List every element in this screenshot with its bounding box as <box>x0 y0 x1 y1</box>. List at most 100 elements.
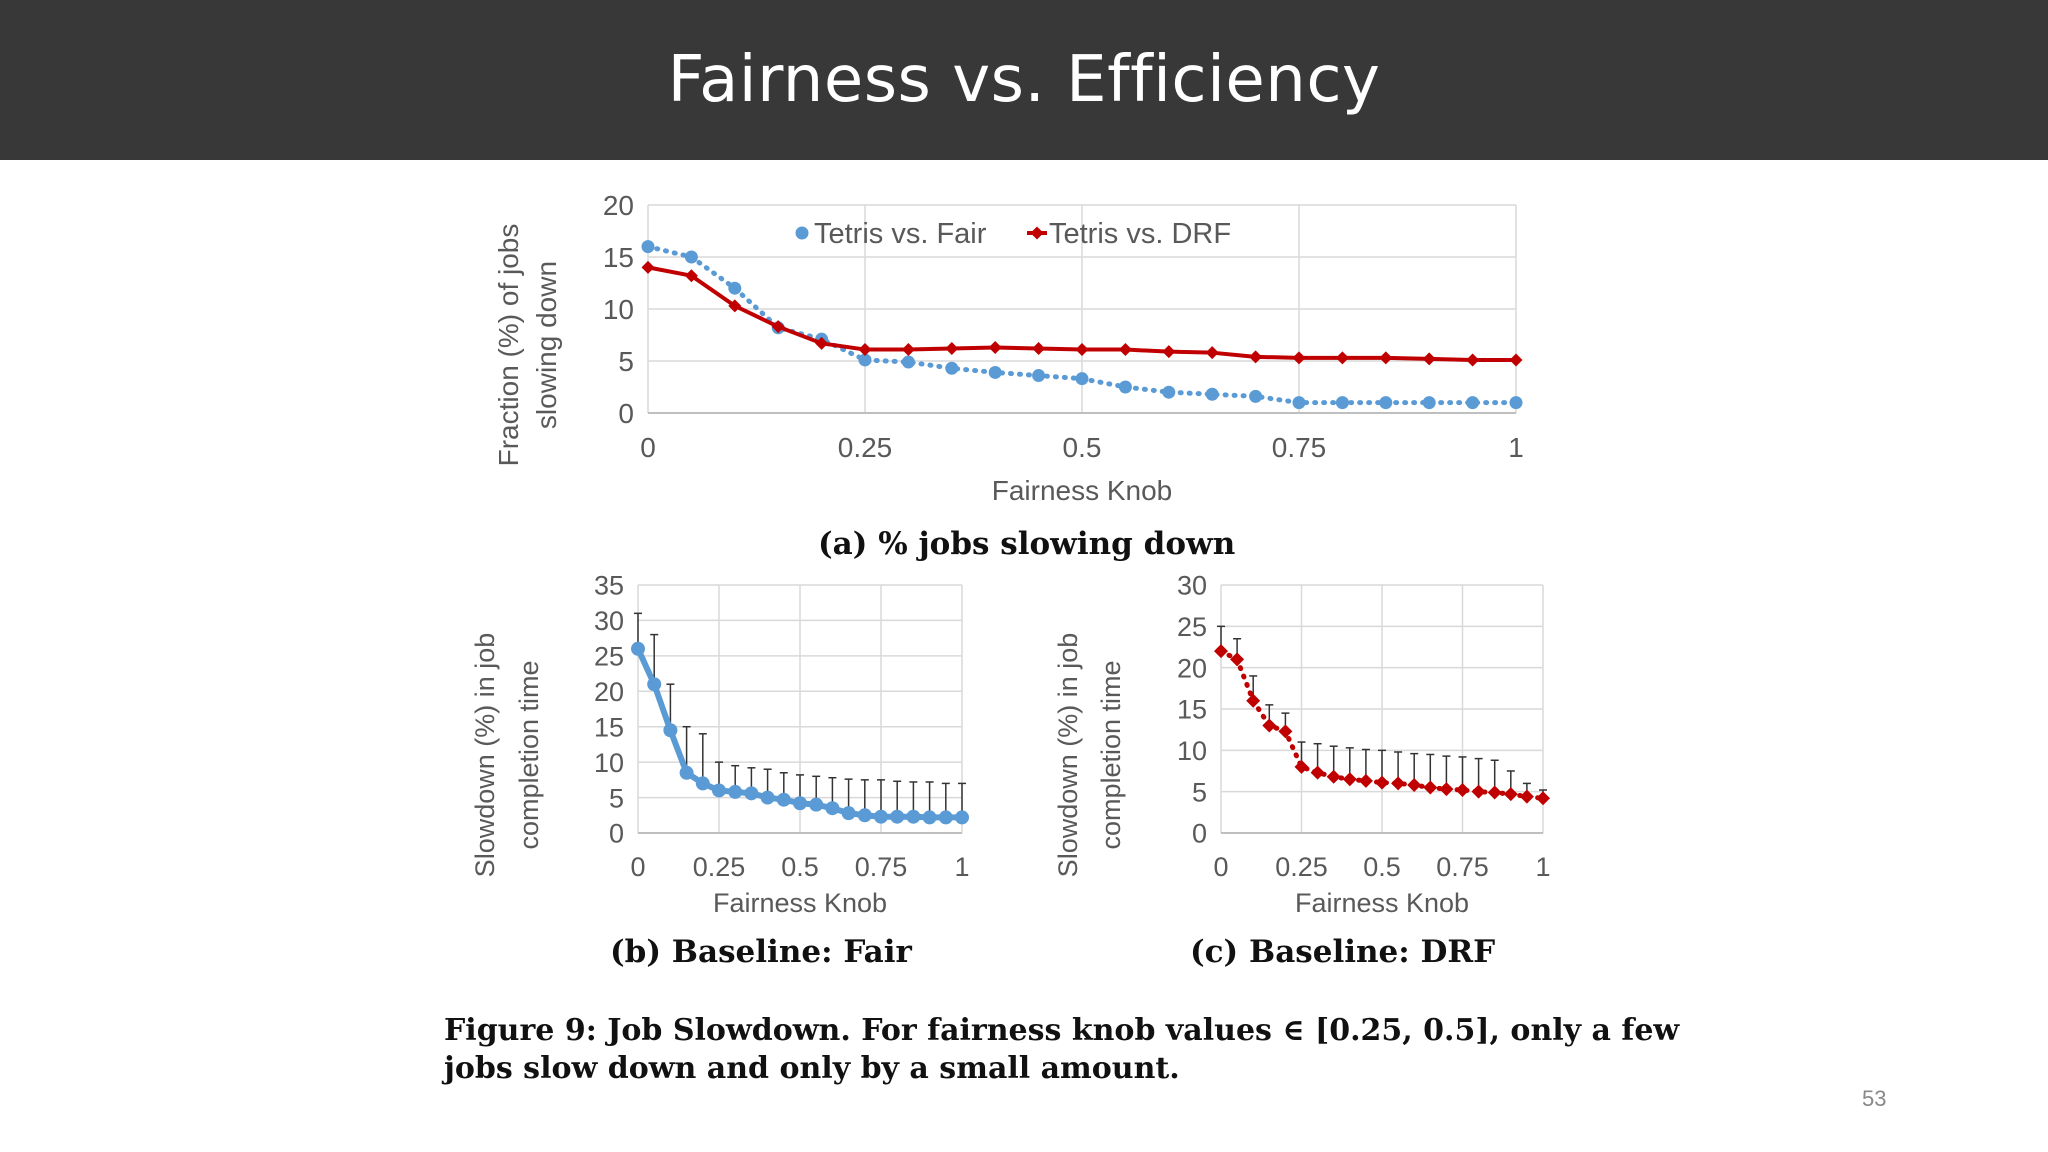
chart-a-ytick-label: 5 <box>618 346 634 377</box>
chart-c-ytick-label: 30 <box>1177 571 1207 601</box>
legend-label-drf: Tetris vs. DRF <box>1049 218 1231 250</box>
chart-c: 0 5 10 15 20 25 30 0 0.25 0.5 0.75 1 Fairness Knob Sl… <box>1053 571 1551 918</box>
slide-title: Fairness vs. Efficiency <box>667 43 1381 117</box>
chart-a-point <box>1075 343 1089 357</box>
chart-b-point <box>955 810 969 825</box>
chart-c-point <box>1471 784 1486 799</box>
chart-a-xtick-label: 0.25 <box>838 432 893 463</box>
chart-a-point <box>1379 351 1393 365</box>
chart-a-xtick-label: 0 <box>640 432 656 463</box>
chart-c-y-axis-label: Slowdown (%) in job <box>1053 633 1083 878</box>
chart-c-caption: (c) Baseline: DRF <box>1190 934 1496 970</box>
legend-marker-drf <box>1030 226 1044 240</box>
chart-b-xtick-label: 1 <box>954 852 969 882</box>
chart-c-point <box>1519 789 1534 804</box>
chart-c-point <box>1278 724 1293 739</box>
chart-a-point <box>1379 396 1393 410</box>
chart-b-point <box>922 810 937 825</box>
chart-b-x-axis-label: Fairness Knob <box>713 888 887 918</box>
chart-b-point <box>938 810 953 825</box>
chart-b-point <box>760 790 775 805</box>
chart-b-point <box>906 809 921 824</box>
chart-c-point <box>1230 652 1245 667</box>
chart-c-xtick-label: 0.25 <box>1275 852 1328 882</box>
chart-c-point <box>1503 787 1518 802</box>
chart-a-point <box>1118 343 1132 357</box>
chart-c-point <box>1326 769 1341 784</box>
chart-a-point <box>1249 389 1263 403</box>
chart-b-point <box>744 786 759 801</box>
chart-c-ytick-label: 20 <box>1177 653 1207 683</box>
chart-a-x-axis-label: Fairness Knob <box>992 475 1173 506</box>
chart-a-point <box>641 240 655 254</box>
chart-b-point <box>809 797 824 812</box>
chart-b-point <box>712 783 726 798</box>
chart-c-point <box>1310 765 1325 780</box>
chart-a-point <box>1075 372 1089 386</box>
figure-caption: Figure 9: Job Slowdown. For fairness kno… <box>444 1013 1680 1086</box>
chart-a-point <box>988 365 1002 379</box>
chart-c-xtick-label: 0.75 <box>1436 852 1489 882</box>
legend-label-fair: Tetris vs. Fair <box>814 218 987 250</box>
chart-c-ytick-label: 0 <box>1192 819 1207 849</box>
chart-a-point <box>641 260 655 274</box>
chart-a: 0 5 10 15 20 0 0.25 0.5 0.75 1 Fairness Knob Fracti… <box>493 190 1524 506</box>
chart-c-point <box>1214 644 1228 659</box>
chart-b-point <box>874 809 888 824</box>
chart-b-point <box>793 796 807 811</box>
chart-a-point <box>945 342 959 356</box>
chart-c-series-line <box>1218 648 1546 801</box>
chart-a-point <box>1205 346 1219 360</box>
chart-a-point <box>1509 353 1523 367</box>
chart-a-xtick-label: 0.75 <box>1272 432 1327 463</box>
slide-title-bar: Fairness vs. Efficiency <box>0 0 2048 160</box>
slide-number: 53 <box>1862 1086 1887 1111</box>
chart-a-ytick-label: 20 <box>603 190 634 221</box>
chart-a-point <box>728 281 742 295</box>
chart-b-ytick-label: 10 <box>594 748 624 778</box>
chart-b-point <box>776 792 791 807</box>
chart-b-point <box>647 677 662 692</box>
chart-b-ytick-label: 15 <box>594 712 624 742</box>
chart-b-xtick-label: 0.5 <box>781 852 819 882</box>
chart-b-ytick-label: 35 <box>594 571 624 601</box>
chart-c-ytick-label: 5 <box>1192 777 1207 807</box>
chart-b-caption: (b) Baseline: Fair <box>610 934 912 970</box>
chart-a-point <box>945 361 959 375</box>
chart-a-point <box>1466 396 1480 410</box>
chart-b-point <box>825 801 840 816</box>
chart-a-xtick-label: 0.5 <box>1063 432 1102 463</box>
chart-a-point <box>1032 342 1046 356</box>
chart-b-point <box>841 806 856 821</box>
chart-a-ytick-label: 0 <box>618 398 634 429</box>
chart-b-xtick-label: 0.75 <box>855 852 908 882</box>
chart-b-ytick-label: 20 <box>594 677 624 707</box>
chart-a-point <box>1292 396 1306 410</box>
chart-a-point <box>1118 380 1132 394</box>
chart-a-point <box>988 340 1002 354</box>
chart-b-xtick-label: 0.25 <box>693 852 746 882</box>
chart-a-point <box>858 343 872 357</box>
chart-a-point <box>1032 369 1046 383</box>
chart-c-ytick-label: 15 <box>1177 695 1207 725</box>
chart-c-xtick-label: 1 <box>1535 852 1550 882</box>
chart-b-point <box>679 765 694 780</box>
chart-a-point <box>815 336 829 350</box>
chart-c-point <box>1407 778 1422 793</box>
chart-a-point <box>1422 352 1436 366</box>
chart-c-point <box>1342 772 1357 787</box>
chart-a-xtick-label: 1 <box>1508 432 1524 463</box>
chart-c-point <box>1391 776 1406 791</box>
chart-b: 0 5 10 15 20 25 30 35 0 0.25 0.5 0.75 1 Fairness Knob… <box>470 571 970 918</box>
chart-c-point <box>1375 775 1389 790</box>
chart-a-point <box>1162 345 1176 359</box>
chart-a-point <box>1162 385 1176 399</box>
chart-a-point <box>1249 350 1263 364</box>
chart-c-point <box>1262 718 1277 733</box>
chart-a-ytick-label: 10 <box>603 294 634 325</box>
chart-c-ytick-label: 25 <box>1177 612 1207 642</box>
chart-c-ytick-label: 10 <box>1177 736 1207 766</box>
chart-a-point <box>1509 396 1523 410</box>
chart-a-point <box>1422 396 1436 410</box>
chart-c-xtick-label: 0 <box>1213 852 1228 882</box>
